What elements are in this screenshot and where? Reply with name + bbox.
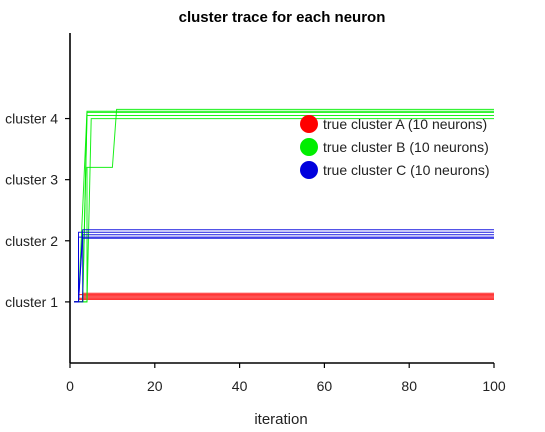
series-line <box>74 231 494 303</box>
legend-label: true cluster C (10 neurons) <box>323 162 490 178</box>
legend-swatch <box>300 138 318 156</box>
x-tick-label: 40 <box>232 378 248 394</box>
series-line <box>74 237 494 303</box>
series-line <box>74 298 494 303</box>
legend-label: true cluster B (10 neurons) <box>323 139 489 155</box>
x-ticks: 0 20 40 60 80 100 <box>66 363 506 394</box>
x-tick-label: 60 <box>317 378 333 394</box>
series-3 <box>74 229 494 303</box>
x-axis-label: iteration <box>254 411 307 428</box>
x-tick-label: 20 <box>147 378 163 394</box>
y-tick-label: cluster 1 <box>5 294 58 310</box>
legend: true cluster A (10 neurons) true cluster … <box>300 115 490 179</box>
y-tick-label: cluster 2 <box>5 233 58 249</box>
series-line <box>74 234 494 303</box>
x-tick-label: 100 <box>482 378 506 394</box>
series-line <box>74 236 494 303</box>
legend-swatch <box>300 115 318 133</box>
series-line <box>74 108 494 303</box>
x-tick-label: 0 <box>66 378 74 394</box>
legend-label: true cluster A (10 neurons) <box>323 116 487 132</box>
plot-lines <box>74 108 494 303</box>
y-tick-label: cluster 3 <box>5 172 58 188</box>
x-tick-label: 80 <box>401 378 417 394</box>
series-line <box>74 229 494 303</box>
y-ticks: cluster 1 cluster 2 cluster 3 cluster 4 <box>5 111 70 310</box>
series-line <box>74 297 494 303</box>
series-1 <box>74 292 494 303</box>
legend-swatch <box>300 161 318 179</box>
chart-title: cluster trace for each neuron <box>179 9 386 26</box>
y-tick-label: cluster 4 <box>5 111 58 127</box>
